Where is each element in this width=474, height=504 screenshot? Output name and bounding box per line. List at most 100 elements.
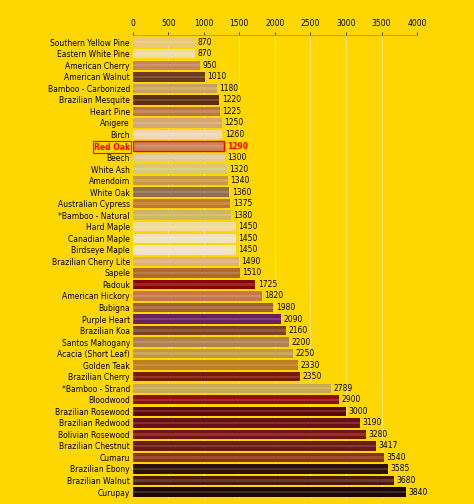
Text: 1450: 1450 [238,222,258,231]
Bar [133,491,406,493]
Bar [133,456,384,459]
Bar [133,441,376,451]
Text: 1010: 1010 [207,72,226,81]
Text: 2789: 2789 [334,384,353,393]
Bar [133,118,221,128]
Bar [133,453,384,462]
Bar [133,99,219,101]
Bar [133,211,231,220]
Text: 950: 950 [203,61,218,70]
Bar [133,395,339,405]
Bar [133,260,238,263]
Bar [133,326,286,335]
Bar [133,122,221,124]
Text: 3280: 3280 [368,430,388,439]
Bar [133,418,359,427]
Bar [133,214,231,216]
Text: 1510: 1510 [243,269,262,277]
Text: 1180: 1180 [219,84,238,93]
Bar [133,49,194,58]
Bar [133,283,255,286]
Text: 2350: 2350 [302,372,322,381]
Bar [133,133,222,136]
Bar [133,476,394,485]
Bar [133,337,289,347]
Text: 1820: 1820 [264,291,284,300]
Bar [133,87,217,90]
Bar [133,76,205,78]
Text: 3840: 3840 [408,487,428,496]
Text: 2160: 2160 [289,326,308,335]
Bar [133,156,225,159]
Bar [133,37,194,47]
Bar [133,318,281,320]
Bar [133,130,222,139]
Bar [133,487,406,497]
Bar [133,306,273,308]
Bar [133,64,200,67]
Bar [133,226,236,228]
Text: 2250: 2250 [295,349,314,358]
Bar [133,187,229,197]
Bar [133,245,236,255]
Bar [133,168,227,170]
Bar [133,272,240,274]
Text: 1490: 1490 [241,257,261,266]
Bar [133,384,331,393]
Bar [133,410,346,412]
Bar [133,237,236,239]
Bar [133,330,286,332]
Bar [133,468,388,470]
Bar [133,248,236,251]
Bar [133,84,217,93]
Text: 2900: 2900 [341,395,361,404]
Bar [133,110,220,112]
Bar [133,141,224,151]
Bar [133,222,236,231]
Bar [133,464,388,474]
Bar [133,179,228,182]
Bar [133,295,262,297]
Bar [133,203,230,205]
Text: 1375: 1375 [233,199,252,208]
Text: 1380: 1380 [233,211,253,220]
Text: 3417: 3417 [378,442,398,451]
Bar [133,291,262,301]
Bar [133,479,394,482]
Bar [133,60,200,70]
Bar [133,72,205,82]
Bar [133,257,238,266]
Bar [133,176,228,185]
Text: 1300: 1300 [228,153,247,162]
Bar [133,95,219,105]
Bar [133,407,346,416]
Bar [133,364,299,366]
Bar [133,303,273,312]
Bar [133,433,366,435]
Text: 870: 870 [197,38,211,47]
Bar [133,164,227,174]
Text: 870: 870 [197,49,211,58]
Bar [133,107,220,116]
Bar [133,352,292,355]
Text: 1220: 1220 [222,95,241,104]
Text: 2200: 2200 [292,338,311,347]
Text: 2090: 2090 [284,314,303,324]
Bar [133,233,236,243]
Bar [133,153,225,162]
Bar [133,145,224,147]
Bar [133,268,240,278]
Text: 1250: 1250 [224,118,243,128]
Text: 1450: 1450 [238,234,258,243]
Bar [133,52,194,55]
Text: 1290: 1290 [227,142,248,151]
Bar [133,349,292,358]
Text: 3540: 3540 [387,453,406,462]
Bar [133,445,376,447]
Bar [133,372,300,382]
Text: 1980: 1980 [276,303,295,312]
Text: 1260: 1260 [225,130,244,139]
Bar [133,341,289,343]
Text: 3000: 3000 [348,407,368,416]
Text: 1360: 1360 [232,187,251,197]
